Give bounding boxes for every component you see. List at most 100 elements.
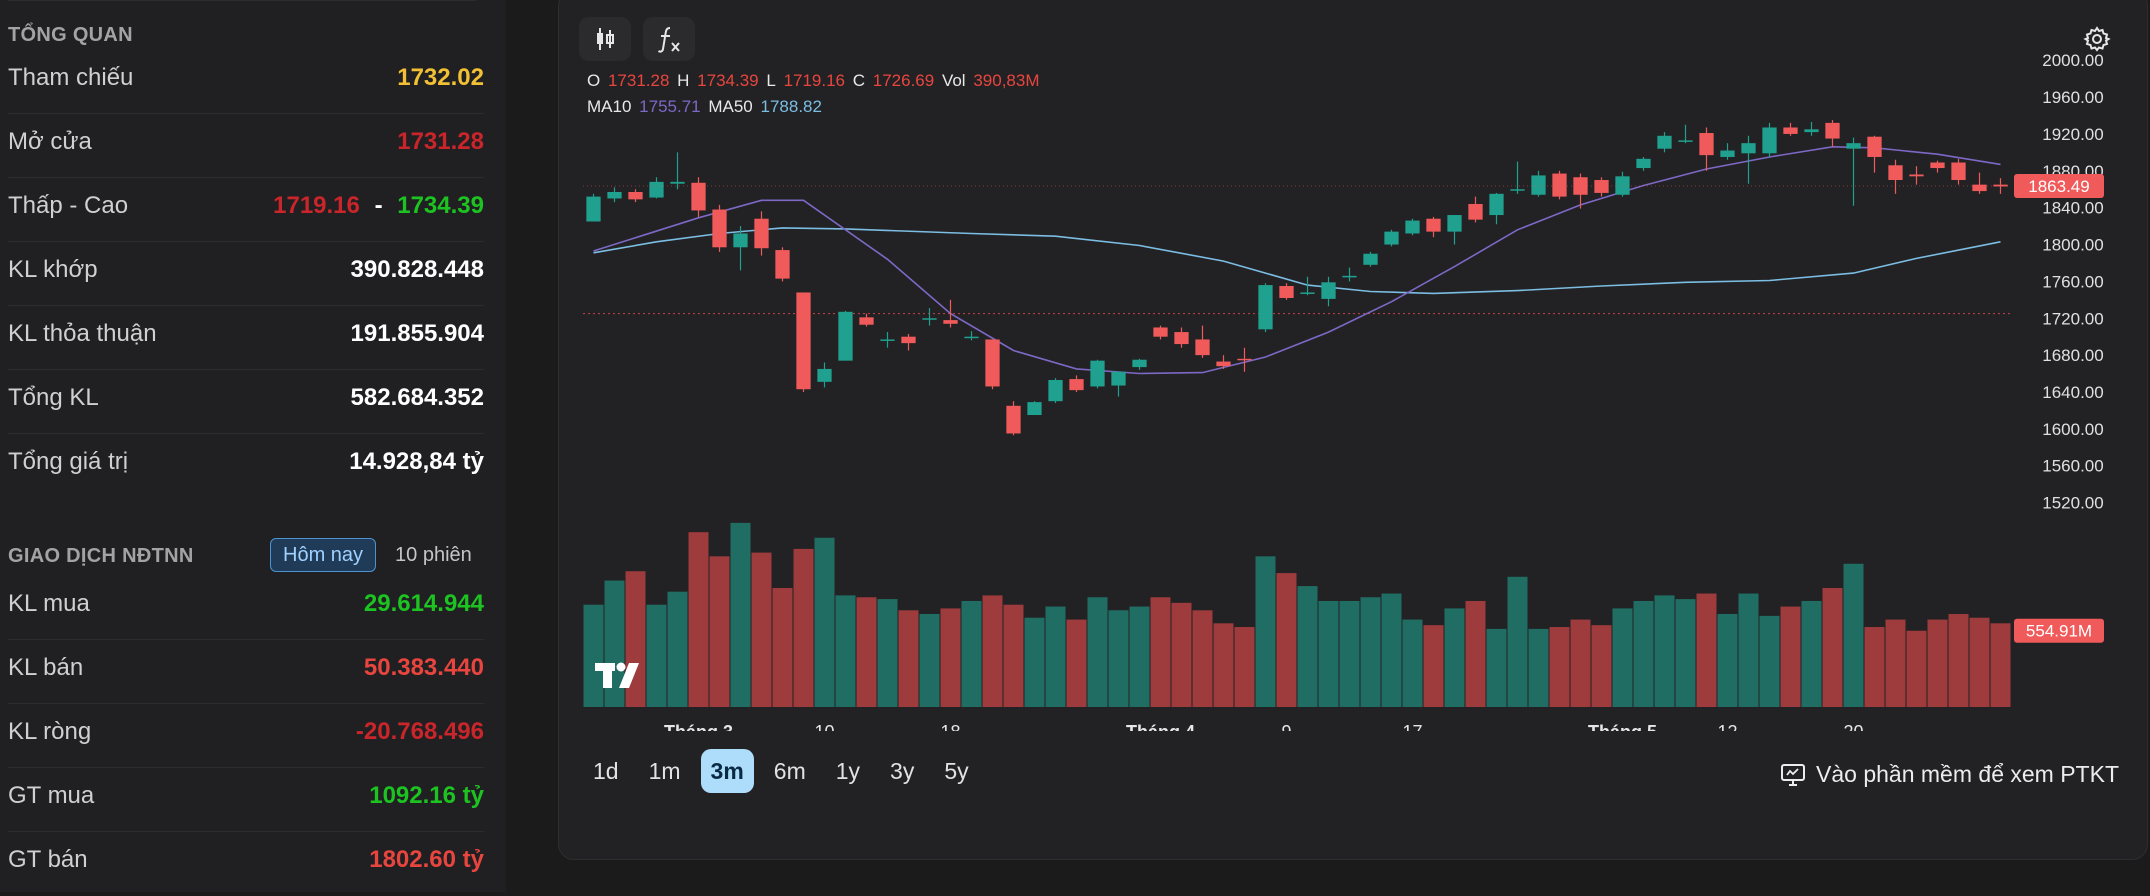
- candlestick-icon: [597, 28, 614, 50]
- volume-bar: [1402, 619, 1423, 707]
- volume-bar: [1612, 608, 1633, 707]
- ma10-line: [593, 145, 2001, 375]
- volume-bar: [814, 537, 835, 707]
- volume-bar: [898, 610, 919, 707]
- volume-bar: [1171, 602, 1192, 707]
- candle-body: [943, 320, 958, 324]
- volume-bar: [961, 600, 982, 707]
- row-foreign-buy-value: GT mua 1092.16 tỷ: [8, 768, 484, 832]
- volume-bar: [1780, 606, 1801, 707]
- row-negotiated-volume: KL thỏa thuận 191.855.904: [8, 306, 484, 370]
- volume-bar: [1801, 600, 1822, 707]
- high-value: 1734.39: [397, 192, 484, 219]
- candle-body: [1216, 361, 1231, 367]
- candle-body: [1279, 286, 1294, 298]
- candle-body: [1468, 203, 1483, 220]
- foreign-net-volume-value: -20.768.496: [355, 718, 484, 745]
- candle-body: [1930, 162, 1945, 169]
- candle-body: [880, 339, 895, 341]
- volume-bar: [709, 556, 730, 707]
- volume-bar: [1003, 604, 1024, 707]
- volume-bar: [667, 591, 688, 707]
- range-1d[interactable]: 1d: [593, 758, 619, 784]
- candle-body: [1258, 285, 1273, 330]
- candle-body: [1951, 162, 1966, 181]
- range-1m[interactable]: 1m: [648, 758, 681, 784]
- candle-body: [1531, 175, 1546, 195]
- volume-bar: [1276, 573, 1297, 707]
- candle-body: [817, 368, 832, 382]
- divider: [8, 0, 476, 1]
- volume-bar: [1360, 597, 1381, 707]
- tab-10-sessions[interactable]: 10 phiên: [395, 544, 472, 566]
- volume-bar: [1108, 610, 1129, 707]
- volume-bar: [1213, 623, 1234, 707]
- candle-body: [1615, 176, 1630, 195]
- x-tick-label: 12: [1717, 722, 1737, 731]
- last-volume-label: 554.91M: [2026, 622, 2092, 641]
- function-icon: [657, 27, 680, 53]
- row-reference: Tham chiếu 1732.02: [8, 50, 484, 114]
- range-6m[interactable]: 6m: [773, 758, 806, 784]
- y-tick-label: 1920.00: [2042, 125, 2103, 144]
- chart-settings-button[interactable]: [2071, 17, 2123, 61]
- candle-body: [733, 233, 748, 248]
- volume-bar: [583, 604, 604, 707]
- candle-body: [1867, 136, 1882, 157]
- last-price-label: 1863.49: [2028, 177, 2089, 196]
- chart-type-button[interactable]: [579, 17, 631, 61]
- range-1y[interactable]: 1y: [835, 758, 861, 784]
- y-tick-label: 1840.00: [2042, 199, 2103, 218]
- volume-bar: [1528, 628, 1549, 707]
- matched-volume-value: 390.828.448: [350, 256, 484, 283]
- row-label: KL khớp: [8, 256, 98, 283]
- volume-bar: [688, 532, 709, 707]
- volume-bar: [1297, 586, 1318, 707]
- volume-bar: [1633, 600, 1654, 707]
- volume-bar: [1066, 619, 1087, 707]
- row-label: KL mua: [8, 590, 90, 617]
- ohlc-legend: O 1731.28 H 1734.39 L 1719.16 C 1726.69 …: [587, 71, 1043, 91]
- tradingview-logo: [595, 662, 639, 688]
- open-label: O: [587, 71, 601, 90]
- legend-low: 1719.16: [783, 71, 846, 90]
- volume-bar: [1696, 593, 1717, 707]
- volume-bar: [730, 522, 751, 707]
- volume-bar: [877, 599, 898, 707]
- low-high-value: 1719.16 - 1734.39: [273, 192, 484, 220]
- open-technical-analysis-link[interactable]: Vào phần mềm để xem PTKT: [1780, 761, 2119, 788]
- candle-body: [1720, 150, 1735, 157]
- volume-bar: [1339, 600, 1360, 707]
- low-value: 1719.16: [273, 192, 360, 219]
- indicators-button[interactable]: [643, 17, 695, 61]
- candle-body: [859, 317, 874, 325]
- candle-body: [607, 192, 622, 199]
- volume-bar: [1885, 619, 1906, 707]
- candle-body: [1489, 193, 1504, 216]
- candle-body: [586, 196, 601, 222]
- volume-bar: [1969, 617, 1990, 707]
- legend-ma50: 1788.82: [760, 97, 822, 116]
- volume-bar: [646, 604, 667, 707]
- price-chart[interactable]: 1520.00 1560.00 1600.00 1640.00 1680.00 1720.…: [559, 0, 2145, 731]
- candle-body: [1594, 180, 1609, 193]
- volume-bar: [1675, 599, 1696, 707]
- tab-today[interactable]: Hôm nay: [270, 538, 377, 572]
- candle-body: [1762, 127, 1777, 154]
- candle-body: [1384, 231, 1399, 245]
- candle-body: [1993, 184, 2008, 187]
- ma50-line: [593, 227, 2001, 295]
- candle-body: [1405, 220, 1420, 234]
- candle-body: [1573, 177, 1588, 195]
- candle-body: [1090, 360, 1105, 387]
- candle-body: [1783, 127, 1798, 134]
- volume-bar: [1234, 627, 1255, 707]
- volume-bar: [1906, 630, 1927, 707]
- foreign-buy-value-value: 1092.16 tỷ: [369, 782, 484, 809]
- volume-bar: [1570, 619, 1591, 707]
- range-3y[interactable]: 3y: [890, 758, 915, 784]
- overview-panel: TỔNG QUAN Tham chiếu 1732.02 Mở cửa 1731…: [0, 0, 506, 892]
- volume-bar: [1255, 556, 1276, 707]
- range-3m[interactable]: 3m: [700, 749, 754, 793]
- range-5y[interactable]: 5y: [944, 758, 969, 784]
